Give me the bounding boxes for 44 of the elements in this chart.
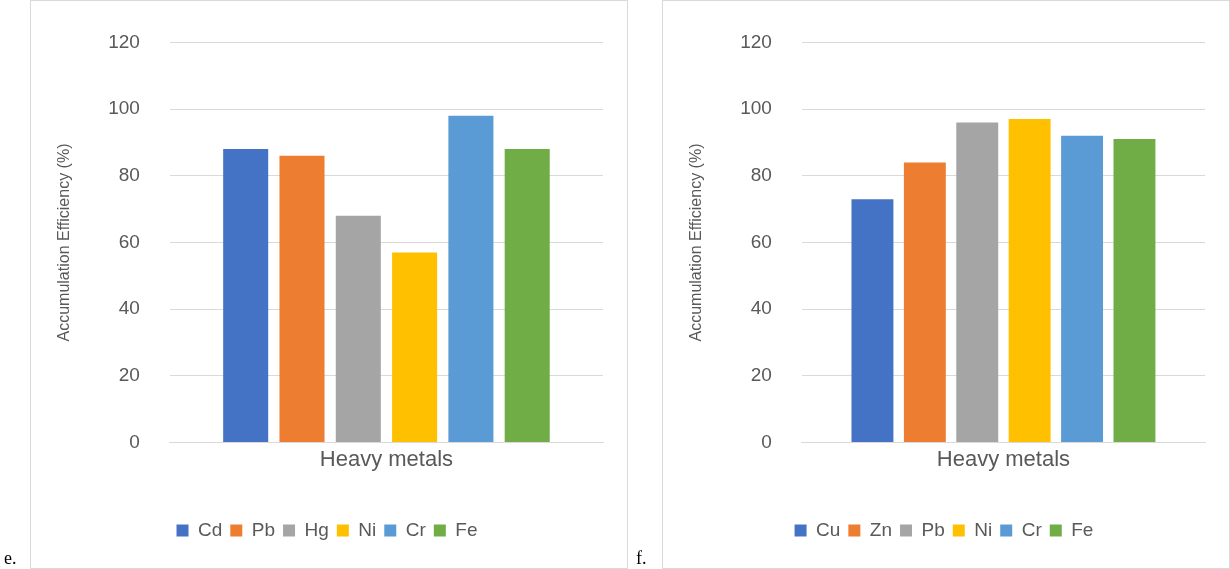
y-tick-label: 0: [761, 430, 772, 452]
text: f.: [636, 548, 647, 569]
bar: [448, 115, 494, 443]
bar: [279, 155, 325, 443]
bar: [1008, 119, 1051, 443]
bar: [504, 149, 550, 443]
x-axis-title: Heavy metals: [319, 445, 454, 471]
legend-label: Fe: [455, 518, 478, 540]
y-tick-label: 20: [118, 364, 140, 386]
text: e.: [4, 548, 17, 569]
y-tick-label: 40: [118, 297, 140, 319]
y-tick-label: 100: [740, 97, 772, 119]
legend-label: Pb: [251, 518, 276, 540]
legend-label: Ni: [974, 518, 993, 540]
y-tick-label: 120: [108, 30, 140, 52]
y-tick-label: 100: [108, 97, 140, 119]
bar: [392, 252, 438, 443]
legend-label: Cr: [405, 518, 427, 540]
y-tick-label: 60: [118, 230, 140, 252]
bar: [335, 215, 381, 443]
bar: [851, 199, 894, 443]
y-tick-label: 80: [118, 164, 140, 186]
legend-label: Pb: [921, 518, 945, 540]
legend-label: Hg: [304, 518, 329, 540]
legend-label: Cd: [198, 518, 223, 540]
bar: [1113, 139, 1156, 443]
bar: [1061, 135, 1104, 443]
y-tick-label: 0: [129, 430, 140, 452]
y-tick-label: 60: [750, 230, 772, 252]
legend-label: Cu: [816, 518, 841, 540]
bar: [223, 149, 269, 443]
legend-label: Zn: [869, 518, 893, 540]
bar: [956, 122, 999, 443]
legend-label: Ni: [358, 518, 377, 540]
bar: [903, 162, 946, 443]
y-tick-label: 80: [750, 164, 772, 186]
legend-label: Fe: [1071, 518, 1094, 540]
y-axis-title: Accumulation Efficiency (%): [687, 143, 705, 342]
y-tick-label: 20: [750, 364, 772, 386]
y-tick-label: 120: [740, 30, 772, 52]
y-axis-title: Accumulation Efficiency (%): [55, 143, 73, 342]
y-tick-label: 40: [750, 297, 772, 319]
x-axis-title: Heavy metals: [936, 445, 1071, 471]
legend-label: Cr: [1021, 518, 1043, 540]
